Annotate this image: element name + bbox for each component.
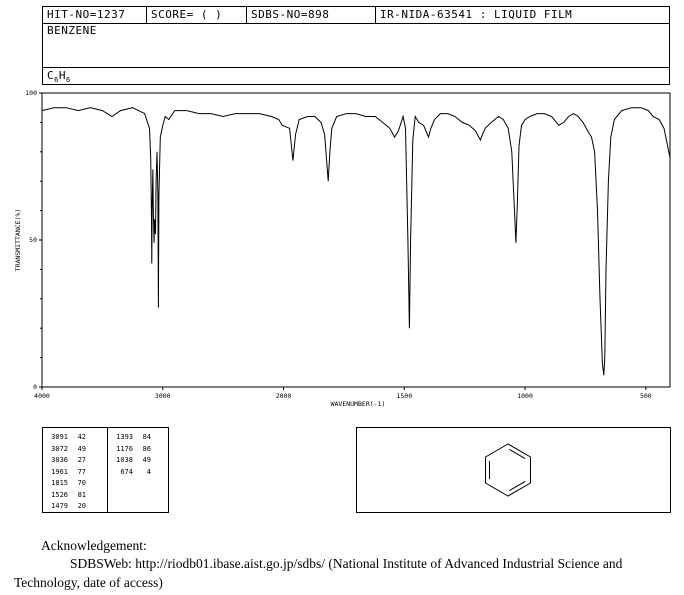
formula-h-sub: 6	[65, 76, 71, 85]
y-tick-label-50: 50	[29, 236, 37, 244]
compound-name: BENZENE	[47, 24, 97, 37]
formula-c-sub: 6	[54, 76, 59, 85]
peak-row: 1815 70	[46, 478, 86, 490]
peak-transmittance: 20	[77, 502, 86, 510]
peak-transmittance: 49	[142, 456, 151, 464]
molecular-formula: C6H6	[47, 69, 71, 87]
hit-number: HIT-NO=1237	[47, 8, 126, 21]
header-row: HIT-NO=1237 SCORE= ( ) SDBS-NO=898 IR-NI…	[43, 7, 669, 24]
peak-table: 3091 42 3072 49 3036 27 1961 77 1815 70 1526 81 1479…	[42, 427, 169, 513]
peak-row: 1479 20	[46, 501, 86, 513]
x-tick-label-3000: 3000	[155, 392, 171, 400]
x-tick-label-500: 500	[640, 392, 652, 400]
peak-transmittance: 86	[142, 444, 151, 453]
peak-transmittance: 77	[77, 467, 86, 476]
peak-wavenumber: 1526	[51, 490, 68, 499]
peak-wavenumber: 1176	[116, 444, 133, 453]
peak-transmittance: 70	[77, 479, 86, 487]
benzene-structure	[485, 443, 531, 497]
x-tick-label-2000: 2000	[276, 392, 292, 400]
y-tick-label-100: 100	[25, 89, 37, 97]
score: SCORE= ( )	[146, 7, 246, 23]
ring-outline	[485, 443, 531, 497]
acknowledgement-source-cont: Technology, date of access)	[14, 575, 163, 590]
acknowledgement-source: SDBSWeb: http://riodb01.ibase.aist.go.jp…	[70, 556, 623, 571]
peak-row: 1176 86	[111, 444, 151, 456]
acknowledgement-heading: Acknowledgement:	[41, 538, 147, 553]
formula-row: C6H6	[43, 67, 669, 84]
peak-row: 3036 27	[46, 455, 86, 467]
peak-wavenumber: 1393	[116, 433, 133, 441]
double-bond	[509, 448, 526, 459]
x-tick-label-1500: 1500	[396, 392, 412, 400]
peak-row: 3072 49	[46, 444, 86, 456]
plot-frame	[41, 92, 671, 388]
peak-wavenumber: 1479	[51, 502, 68, 510]
peak-row: 1961 77	[46, 467, 86, 479]
peak-wavenumber: 1961	[51, 467, 68, 476]
peak-column-2: 1393 84 1176 86 1038 49 674 4	[111, 432, 151, 478]
peak-wavenumber: 3072	[51, 444, 68, 453]
x-tick-label-4000: 4000	[34, 392, 50, 400]
sdbs-number: SDBS-NO=898	[246, 7, 375, 23]
peak-transmittance: 49	[77, 444, 86, 453]
benzene-ring-icon	[485, 443, 531, 497]
peak-wavenumber: 1815	[51, 479, 68, 487]
peak-transmittance: 42	[77, 433, 86, 441]
peak-transmittance: 84	[142, 433, 151, 441]
formula-c: C	[47, 69, 55, 82]
double-bond	[509, 481, 526, 492]
spectrum-header: HIT-NO=1237 SCORE= ( ) SDBS-NO=898 IR-NI…	[42, 6, 670, 85]
peak-wavenumber: 674	[120, 467, 133, 476]
spectrum-line	[41, 107, 671, 376]
peak-row: 3091 42	[46, 432, 86, 444]
peak-table-divider	[107, 428, 108, 512]
peak-row: 1526 81	[46, 490, 86, 502]
y-axis-ticks: 100 50 0	[25, 89, 42, 391]
peak-column-1: 3091 42 3072 49 3036 27 1961 77 1815 70 1526 81 1479…	[46, 432, 86, 513]
peak-wavenumber: 1038	[116, 456, 133, 464]
peak-row: 674 4	[111, 467, 151, 479]
x-tick-label-1000: 1000	[517, 392, 533, 400]
peak-transmittance: 81	[77, 490, 86, 499]
x-axis-label: WAVENUMBER(-1)	[331, 400, 386, 408]
formula-h: H	[58, 69, 66, 82]
x-axis-ticks: 4000 3000 2000 1500 1000 500	[34, 387, 652, 400]
peak-row: 1038 49	[111, 455, 151, 467]
ir-identifier: IR-NIDA-63541 : LIQUID FILM	[375, 7, 669, 23]
peak-wavenumber: 3036	[51, 456, 68, 464]
structure-box	[356, 427, 671, 513]
peak-transmittance: 4	[146, 467, 151, 476]
peak-wavenumber: 3091	[51, 433, 68, 441]
y-tick-label-0: 0	[33, 383, 37, 391]
peak-row: 1393 84	[111, 432, 151, 444]
peak-transmittance: 27	[77, 456, 86, 464]
y-axis-label: TRANSMITTANCE(%)	[14, 209, 22, 272]
